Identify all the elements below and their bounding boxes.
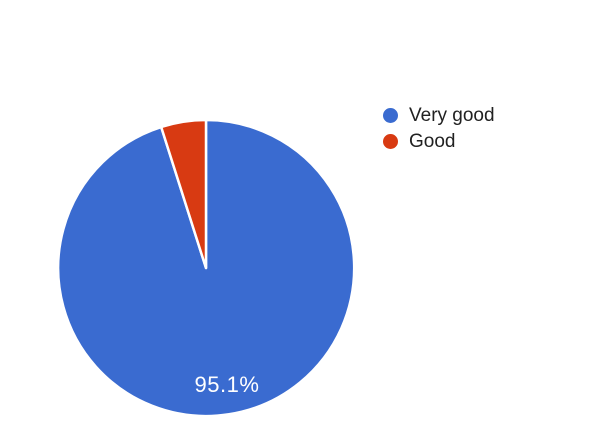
legend-swatch-very-good-icon <box>383 107 398 123</box>
legend-label-very-good: Very good <box>409 104 495 126</box>
legend-swatch-good-icon <box>383 133 398 149</box>
pie-slice-good <box>159 118 208 270</box>
legend-label-good: Good <box>409 130 456 152</box>
legend-item-very-good: Very good <box>383 102 495 128</box>
chart-legend: Very good Good <box>383 102 495 154</box>
legend-item-good: Good <box>383 128 495 154</box>
pie-slice-percentage-label: 95.1% <box>194 372 260 397</box>
